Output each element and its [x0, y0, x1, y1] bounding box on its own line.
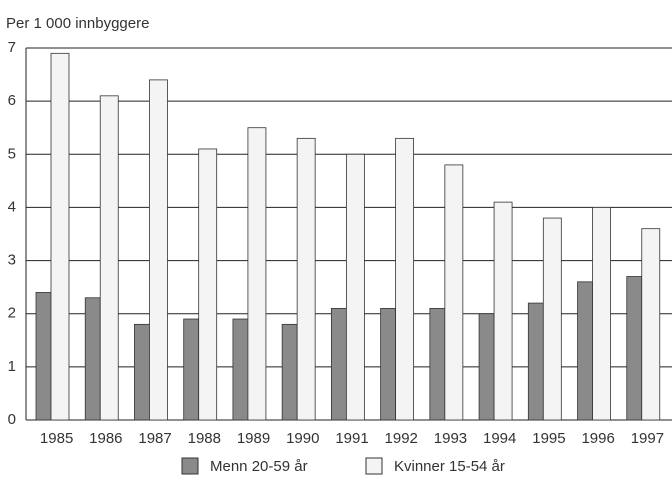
bar — [198, 148, 218, 421]
x-tick-label: 1993 — [434, 430, 467, 447]
bar — [84, 297, 101, 421]
bar — [527, 302, 544, 421]
bar — [134, 323, 150, 421]
bar — [149, 79, 168, 421]
bar — [641, 228, 661, 421]
y-axis-label: Per 1 000 innbyggere — [6, 15, 149, 32]
y-tick-label: 2 — [8, 305, 16, 322]
bar — [50, 52, 70, 421]
bar — [380, 307, 397, 421]
y-tick-label: 4 — [8, 198, 16, 215]
bar — [429, 307, 446, 421]
bar — [478, 313, 495, 421]
y-tick-label: 5 — [8, 145, 16, 162]
bar — [626, 276, 643, 421]
legend-swatch — [365, 457, 383, 475]
y-tick-label: 7 — [8, 39, 16, 56]
y-tick-label: 6 — [8, 92, 16, 109]
x-tick-label: 1987 — [138, 430, 171, 447]
x-tick-label: 1992 — [385, 430, 418, 447]
bar — [542, 217, 562, 421]
bar — [493, 201, 513, 421]
bar — [232, 318, 249, 421]
x-tick-label: 1989 — [237, 430, 270, 447]
bar — [592, 207, 611, 421]
x-tick-label: 1988 — [188, 430, 221, 447]
x-tick-label: 1990 — [286, 430, 319, 447]
bar — [35, 292, 52, 421]
legend-label: Kvinner 15-54 år — [394, 458, 505, 475]
bar — [345, 153, 365, 421]
bar — [577, 281, 593, 421]
bar — [99, 95, 119, 421]
legend-swatch — [181, 457, 199, 475]
bar — [330, 307, 347, 421]
x-tick-label: 1986 — [89, 430, 122, 447]
y-tick-label: 0 — [8, 411, 16, 428]
y-tick-label: 1 — [8, 358, 16, 375]
bar — [296, 137, 316, 421]
x-tick-label: 1985 — [40, 430, 73, 447]
x-tick-label: 1997 — [631, 430, 664, 447]
x-tick-label: 1995 — [532, 430, 565, 447]
y-tick-label: 3 — [8, 252, 16, 269]
bar — [444, 164, 464, 421]
bar — [395, 137, 415, 421]
legend-label: Menn 20-59 år — [210, 458, 308, 475]
bar — [183, 318, 200, 421]
x-tick-label: 1991 — [335, 430, 368, 447]
bar — [281, 323, 298, 421]
bar — [247, 127, 267, 421]
x-tick-label: 1994 — [483, 430, 516, 447]
x-tick-label: 1996 — [581, 430, 614, 447]
